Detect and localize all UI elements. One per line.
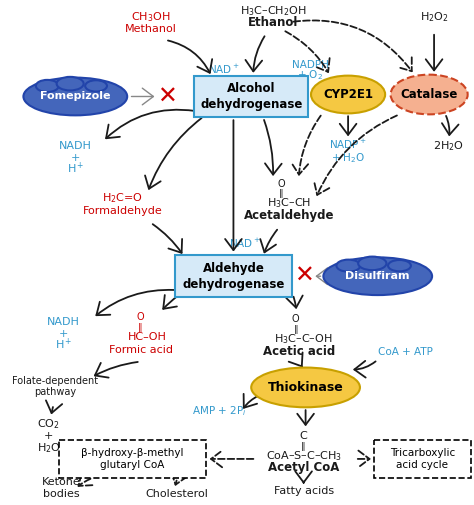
FancyBboxPatch shape bbox=[60, 440, 206, 478]
Text: NADH: NADH bbox=[47, 317, 80, 327]
Text: CoA–S–C–CH$_3$: CoA–S–C–CH$_3$ bbox=[265, 449, 342, 463]
Text: O: O bbox=[137, 312, 145, 322]
Ellipse shape bbox=[85, 80, 107, 91]
Ellipse shape bbox=[23, 78, 127, 115]
Text: ‖: ‖ bbox=[293, 325, 298, 334]
Text: ‖: ‖ bbox=[301, 442, 306, 451]
Text: +: + bbox=[44, 431, 53, 441]
Text: O: O bbox=[292, 314, 300, 324]
Text: Ethanol: Ethanol bbox=[248, 16, 298, 29]
Ellipse shape bbox=[323, 258, 432, 295]
Text: H$_2$O$_2$: H$_2$O$_2$ bbox=[419, 10, 448, 24]
Text: H$_3$C–C–OH: H$_3$C–C–OH bbox=[274, 332, 333, 345]
Text: Acetaldehyde: Acetaldehyde bbox=[244, 209, 334, 222]
Text: NADPH: NADPH bbox=[292, 60, 329, 70]
Text: NADP$^+$: NADP$^+$ bbox=[329, 138, 367, 151]
Text: Ketone
bodies: Ketone bodies bbox=[42, 477, 81, 498]
Text: + H$_2$O: + H$_2$O bbox=[331, 151, 365, 165]
Text: H$^+$: H$^+$ bbox=[66, 161, 84, 176]
Text: Formaldehyde: Formaldehyde bbox=[83, 206, 163, 216]
Text: Disulfiram: Disulfiram bbox=[346, 271, 410, 281]
Text: Acetic acid: Acetic acid bbox=[263, 344, 335, 358]
Ellipse shape bbox=[391, 75, 468, 114]
FancyBboxPatch shape bbox=[374, 440, 471, 478]
Text: Formic acid: Formic acid bbox=[109, 345, 173, 355]
Text: CH$_3$OH: CH$_3$OH bbox=[131, 10, 170, 24]
Ellipse shape bbox=[388, 260, 411, 271]
Text: Fomepizole: Fomepizole bbox=[40, 91, 110, 102]
Text: O: O bbox=[277, 179, 285, 189]
Text: ✕: ✕ bbox=[157, 84, 177, 109]
Ellipse shape bbox=[56, 77, 83, 90]
Text: pathway: pathway bbox=[35, 387, 77, 397]
Text: ‖: ‖ bbox=[138, 323, 143, 332]
Text: H$^+$: H$^+$ bbox=[55, 336, 72, 352]
Text: Methanol: Methanol bbox=[125, 24, 176, 34]
Text: Alcohol
dehydrogenase: Alcohol dehydrogenase bbox=[200, 82, 302, 111]
Ellipse shape bbox=[337, 260, 360, 272]
Text: HC–OH: HC–OH bbox=[128, 332, 167, 342]
Text: β-hydroxy-β-methyl
glutaryl CoA: β-hydroxy-β-methyl glutaryl CoA bbox=[82, 448, 184, 470]
Ellipse shape bbox=[311, 76, 385, 113]
Text: ✕: ✕ bbox=[294, 264, 313, 288]
Text: Tricarboxylic
acid cycle: Tricarboxylic acid cycle bbox=[390, 448, 455, 470]
Text: Catalase: Catalase bbox=[401, 88, 458, 101]
Text: ‖: ‖ bbox=[279, 189, 283, 198]
Text: CoA + ATP: CoA + ATP bbox=[378, 346, 433, 357]
Text: NAD$^+$: NAD$^+$ bbox=[208, 63, 239, 76]
FancyBboxPatch shape bbox=[194, 76, 308, 117]
Text: 2H$_2$O: 2H$_2$O bbox=[433, 139, 465, 153]
Text: Folate-dependent: Folate-dependent bbox=[12, 376, 99, 386]
Text: Fatty acids: Fatty acids bbox=[273, 486, 334, 496]
Text: Acetyl CoA: Acetyl CoA bbox=[268, 461, 339, 474]
Text: H$_2$O: H$_2$O bbox=[36, 441, 61, 455]
Text: C: C bbox=[300, 431, 308, 441]
Text: +: + bbox=[71, 153, 80, 163]
Text: + O$_2$: + O$_2$ bbox=[298, 69, 324, 82]
Text: Thiokinase: Thiokinase bbox=[268, 381, 344, 394]
Text: H$_3$C–CH: H$_3$C–CH bbox=[267, 196, 311, 210]
Text: +: + bbox=[59, 329, 68, 339]
Ellipse shape bbox=[251, 368, 360, 408]
Text: AMP + 2P$_i$: AMP + 2P$_i$ bbox=[192, 404, 247, 418]
FancyBboxPatch shape bbox=[175, 256, 292, 297]
Text: H$_3$C–CH$_2$OH: H$_3$C–CH$_2$OH bbox=[240, 4, 306, 18]
Text: CO$_2$: CO$_2$ bbox=[37, 417, 60, 431]
Text: CYP2E1: CYP2E1 bbox=[323, 88, 373, 101]
Ellipse shape bbox=[358, 257, 386, 270]
Ellipse shape bbox=[36, 80, 59, 92]
Text: Aldehyde
dehydrogenase: Aldehyde dehydrogenase bbox=[182, 262, 284, 291]
Text: NADH: NADH bbox=[59, 141, 92, 151]
Text: Cholesterol: Cholesterol bbox=[146, 489, 209, 498]
Text: NAD$^+$: NAD$^+$ bbox=[229, 237, 261, 250]
Text: H$_2$C=O: H$_2$C=O bbox=[102, 191, 143, 205]
